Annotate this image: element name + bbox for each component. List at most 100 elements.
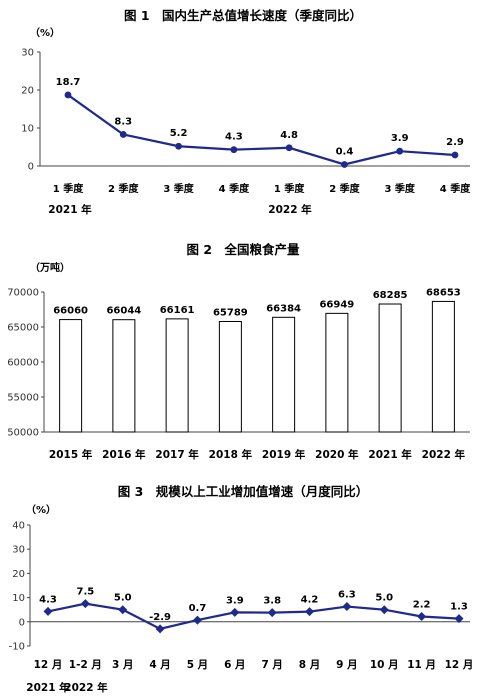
chart1-y-tick-label: 20 — [21, 86, 34, 97]
chart3-x-tick-label: 5 月 — [187, 659, 208, 671]
chart1-data-label: 3.9 — [391, 133, 409, 144]
chart1-x-tick-label: 2 季度 — [329, 182, 360, 195]
chart2-plot: 50000 55000 60000 65000 70000 66060 2015 年 6604… — [7, 287, 470, 461]
chart2-data-label: 68285 — [373, 290, 408, 301]
chart3-data-label: 4.2 — [301, 595, 319, 606]
chart3-year-label: 2021 年 — [26, 681, 70, 694]
chart3-y-tick-label: 20 — [12, 569, 25, 580]
chart1-x-tick-label: 1 季度 — [274, 182, 305, 195]
chart3-data-point — [417, 611, 427, 621]
chart3-series-line — [47, 602, 460, 630]
chart2-x-tick-label: 2021 年 — [368, 448, 412, 461]
chart2-bar — [272, 316, 296, 433]
chart3-data-point — [379, 605, 389, 615]
chart3-title: 图 3 规模以上工业增加值增速（月度同比） — [118, 484, 369, 499]
chart1-x-tick-label: 1 季度 — [53, 182, 84, 195]
chart1-data-point — [396, 147, 404, 155]
chart3-data-point — [230, 607, 240, 617]
chart2-data-label: 66060 — [53, 306, 88, 317]
chart3-y-tick-label: 0 — [19, 617, 25, 628]
chart2-title: 图 2 全国粮食产量 — [186, 242, 300, 257]
chart3-x-tick-label: 10 月 — [370, 659, 399, 671]
chart2-y-tick-label: 55000 — [7, 393, 39, 404]
chart3-data-point — [305, 607, 315, 617]
chart2-y-tick-label: 50000 — [7, 428, 39, 439]
chart2-x-tick-label: 2018 年 — [209, 448, 253, 461]
chart1-y-tick-label: 0 — [28, 162, 34, 173]
chart3-data-label: 4.3 — [39, 594, 57, 605]
chart3-data-label: 5.0 — [375, 593, 393, 604]
chart3-data-point — [43, 606, 53, 616]
chart2-x-tick-label: 2020 年 — [315, 448, 359, 461]
chart1-data-point — [451, 151, 459, 159]
chart3-x-tick-label: 12 月 — [34, 659, 63, 671]
chart3-data-label: 7.5 — [77, 587, 95, 598]
chart2-x-tick-label: 2022 年 — [422, 448, 466, 461]
chart1-year-label: 2022 年 — [268, 203, 312, 216]
chart1-data-label: 0.4 — [336, 146, 354, 157]
chart1-x-tick-label: 3 季度 — [384, 182, 415, 195]
chart3-data-point — [192, 615, 202, 625]
chart2-x-tick-label: 2017 年 — [155, 448, 199, 461]
chart3-x-tick-label: 6 月 — [224, 659, 245, 671]
chart1-data-label: 5.2 — [170, 128, 188, 139]
chart1-year-label: 2021 年 — [48, 203, 92, 216]
chart1-x-tick-label: 4 季度 — [219, 182, 250, 195]
chart1-data-point — [175, 142, 182, 150]
chart2-data-label: 66044 — [106, 306, 141, 317]
chart1-data-label: 4.8 — [280, 130, 298, 141]
chart1-data-point — [64, 91, 72, 99]
chart3-data-label: -2.9 — [149, 612, 171, 623]
chart1-data-label: 2.9 — [446, 137, 464, 148]
chart2-bar — [218, 320, 242, 433]
chart1-x-tick-label: 2 季度 — [108, 182, 139, 195]
chart1-data-point — [341, 161, 348, 168]
chart2-data-label: 66384 — [266, 303, 301, 314]
chart2-data-label: 65789 — [213, 307, 248, 318]
chart3-x-tick-label: 12 月 — [445, 659, 474, 671]
chart3-data-label: 1.3 — [450, 602, 468, 613]
chart3-y-tick-label: 30 — [12, 545, 25, 556]
chart2-bar — [378, 303, 402, 433]
chart2-unit: （万吨） — [30, 261, 70, 274]
chart2-y-tick-label: 60000 — [7, 358, 39, 369]
chart2-x-tick-label: 2016 年 — [102, 448, 146, 461]
chart1-y-tick-label: 10 — [21, 124, 34, 135]
chart3-y-tick-label: 40 — [12, 521, 25, 532]
chart2-y-tick-label: 70000 — [7, 288, 39, 299]
chart1-title: 图 1 国内生产总值增长速度（季度同比） — [124, 8, 362, 23]
chart2-bar — [431, 300, 455, 433]
chart2-bar — [112, 319, 136, 433]
chart1-plot: 0 10 20 30 18.7 1 季度 8.3 2 季度 5.2 3 季度 4.3 4 季度 4.8 1… — [21, 48, 471, 217]
chart3-data-point — [454, 614, 464, 624]
chart2-y-tick-label: 65000 — [7, 323, 39, 334]
chart1-unit: （%） — [30, 26, 60, 39]
chart3-x-tick-label: 7 月 — [261, 659, 282, 671]
chart2-bar — [165, 318, 189, 433]
chart3-unit: （%） — [26, 503, 56, 516]
chart3-year-label: 2022 年 — [64, 681, 108, 694]
chart1-data-point — [230, 146, 238, 154]
chart3-data-point — [267, 608, 277, 618]
chart1-y-tick-label: 30 — [21, 48, 34, 59]
chart1-x-tick-label: 4 季度 — [440, 182, 471, 195]
chart3-plot: -10 0 10 20 30 40 4.3 12 月 7.5 1-2 月 5.0 3 月 -2.9 4 月… — [9, 521, 474, 695]
chart3-data-label: 5.0 — [114, 593, 132, 604]
chart1-data-point — [119, 131, 127, 138]
chart3-data-label: 3.8 — [263, 596, 281, 607]
chart2-x-tick-label: 2015 年 — [49, 448, 93, 461]
chart3-x-tick-label: 1-2 月 — [69, 659, 102, 671]
chart3-x-tick-label: 9 月 — [336, 659, 357, 671]
chart2-data-label: 68653 — [426, 287, 461, 298]
chart3-x-tick-label: 8 月 — [299, 659, 320, 671]
chart2-x-tick-label: 2019 年 — [262, 448, 306, 461]
chart3-data-point — [342, 602, 352, 612]
chart2-bar — [59, 319, 83, 433]
chart3-data-label: 6.3 — [338, 590, 356, 601]
chart1-data-point — [285, 144, 293, 152]
chart2-data-label: 66161 — [160, 305, 195, 316]
chart3-data-label: 2.2 — [413, 599, 431, 610]
chart1-data-label: 4.3 — [225, 132, 243, 143]
chart3-x-tick-label: 3 月 — [112, 659, 133, 671]
